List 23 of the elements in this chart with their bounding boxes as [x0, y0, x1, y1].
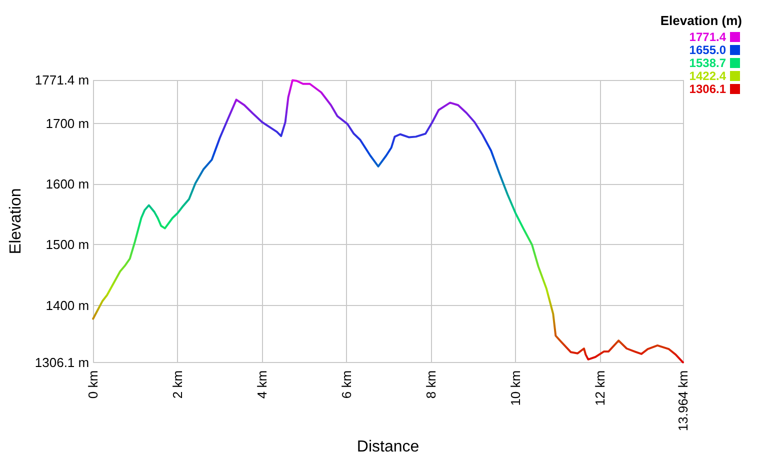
color-bar-label: 1306.1: [689, 82, 726, 96]
y-tick-label: 1500 m: [46, 237, 90, 252]
x-tick-label: 13.964 km: [676, 370, 690, 432]
x-tick-label: 6 km: [339, 370, 354, 399]
color-bar-label: 1538.7: [689, 56, 726, 70]
x-tick-label: 2 km: [170, 370, 186, 399]
line-series: [92, 79, 684, 364]
x-axis-title: Distance: [356, 438, 420, 456]
y-tick-label: 1400 m: [46, 298, 90, 313]
color-bar-label: 1655.0: [689, 43, 726, 58]
x-tick-label: 0 km: [86, 370, 101, 399]
y-tick-label: 1306.1 m: [34, 354, 90, 370]
color-bar-title: Elevation (m): [660, 13, 742, 28]
color-bar-label: 1771.4: [689, 30, 726, 44]
y-tick-label: 1771.4 m: [34, 72, 90, 88]
y-axis-title: Elevation: [8, 188, 24, 254]
x-tick-label: 4 km: [254, 370, 270, 399]
color-bar-label: 1422.4: [689, 69, 726, 84]
y-tick-label: 1600 m: [46, 176, 90, 192]
y-tick-label: 1700 m: [46, 116, 90, 131]
x-tick-label: 12 km: [592, 370, 608, 406]
x-tick-label: 8 km: [424, 370, 439, 399]
x-tick-label: 10 km: [508, 370, 524, 406]
